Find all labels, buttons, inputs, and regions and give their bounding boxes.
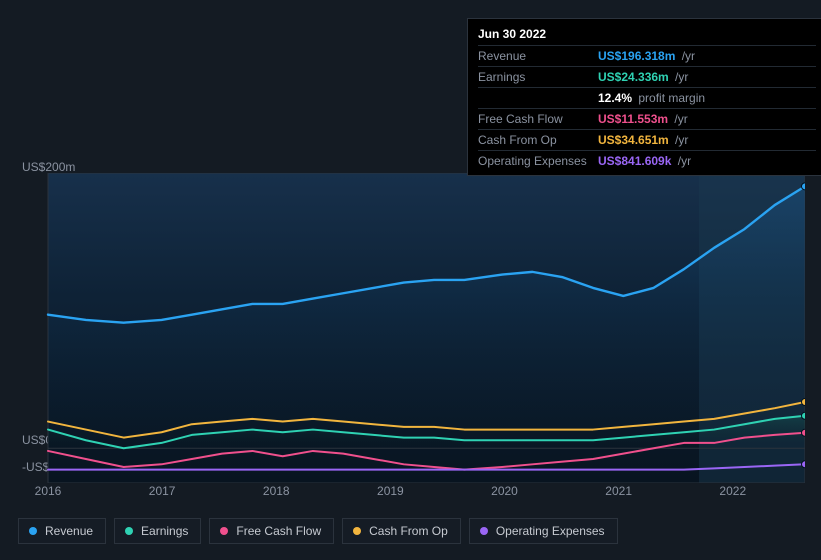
tooltip-row-label: Operating Expenses (478, 151, 598, 172)
legend-swatch-icon (480, 527, 488, 535)
tooltip-row: Cash From OpUS$34.651m /yr (478, 130, 816, 151)
legend-item-label: Operating Expenses (496, 524, 605, 538)
legend-item-label: Cash From Op (369, 524, 448, 538)
x-axis-label: 2022 (719, 484, 746, 498)
legend-item-label: Revenue (45, 524, 93, 538)
tooltip-row-value: US$841.609k /yr (598, 151, 816, 172)
tooltip-row-value: US$11.553m /yr (598, 109, 816, 130)
y-axis-label: US$200m (22, 160, 75, 174)
tooltip-row-label: Revenue (478, 46, 598, 67)
x-axis-label: 2020 (491, 484, 518, 498)
chart-legend: Revenue Earnings Free Cash Flow Cash From O… (18, 518, 618, 544)
tooltip-row-label: Earnings (478, 67, 598, 88)
x-axis-label: 2017 (149, 484, 176, 498)
tooltip-row: EarningsUS$24.336m /yr (478, 67, 816, 88)
tooltip-row-value: US$34.651m /yr (598, 130, 816, 151)
legend-item-free-cash-flow[interactable]: Free Cash Flow (209, 518, 334, 544)
tooltip-row: Free Cash FlowUS$11.553m /yr (478, 109, 816, 130)
tooltip-table: RevenueUS$196.318m /yrEarningsUS$24.336m… (478, 45, 816, 171)
tooltip-date: Jun 30 2022 (478, 25, 816, 45)
legend-item-label: Free Cash Flow (236, 524, 321, 538)
tooltip-row-label: Cash From Op (478, 130, 598, 151)
tooltip-row-sub: 12.4% profit margin (478, 88, 816, 109)
legend-swatch-icon (220, 527, 228, 535)
x-axis-label: 2016 (35, 484, 62, 498)
chart-tooltip: Jun 30 2022 RevenueUS$196.318m /yrEarnin… (467, 18, 821, 176)
legend-item-cash-from-op[interactable]: Cash From Op (342, 518, 461, 544)
legend-item-revenue[interactable]: Revenue (18, 518, 106, 544)
x-axis-label: 2019 (377, 484, 404, 498)
financials-chart (18, 173, 805, 483)
legend-item-label: Earnings (141, 524, 188, 538)
legend-swatch-icon (125, 527, 133, 535)
legend-item-operating-expenses[interactable]: Operating Expenses (469, 518, 618, 544)
tooltip-row-value: US$24.336m /yr (598, 67, 816, 88)
legend-swatch-icon (29, 527, 37, 535)
x-axis-label: 2021 (605, 484, 632, 498)
x-axis-label: 2018 (263, 484, 290, 498)
tooltip-row: Operating ExpensesUS$841.609k /yr (478, 151, 816, 172)
legend-item-earnings[interactable]: Earnings (114, 518, 201, 544)
tooltip-row: RevenueUS$196.318m /yr (478, 46, 816, 67)
tooltip-row-value: US$196.318m /yr (598, 46, 816, 67)
legend-swatch-icon (353, 527, 361, 535)
chart-container: Jun 30 2022 RevenueUS$196.318m /yrEarnin… (0, 0, 821, 560)
tooltip-row-label: Free Cash Flow (478, 109, 598, 130)
